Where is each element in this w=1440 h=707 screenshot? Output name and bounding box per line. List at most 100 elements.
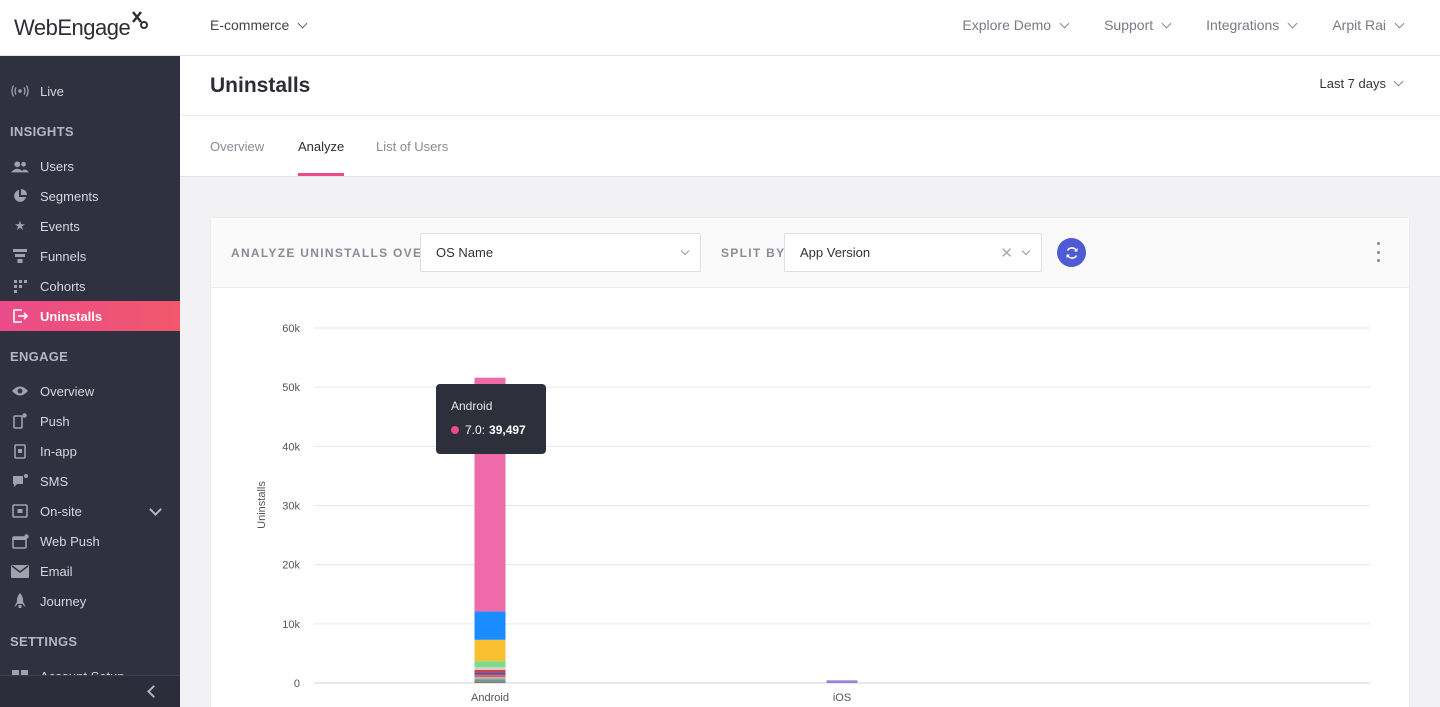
tab-overview[interactable]: Overview [210, 138, 265, 154]
sidebar-item-on-site[interactable]: On-site [0, 496, 180, 526]
collapse-sidebar-icon[interactable] [147, 685, 160, 698]
support-label: Support [1104, 17, 1154, 33]
star-icon: ★ [14, 218, 26, 233]
sidebar-item-push[interactable]: Push [0, 406, 180, 436]
integrations-menu[interactable]: Integrations [1206, 17, 1298, 33]
chevron-down-icon[interactable] [149, 503, 162, 516]
explore-demo-label: Explore Demo [962, 17, 1052, 33]
support-menu[interactable]: Support [1104, 17, 1172, 33]
sidebar-section-settings: SETTINGS [10, 634, 78, 649]
tab-analyze[interactable]: Analyze [298, 116, 345, 176]
funnel-icon [11, 248, 29, 264]
tooltip-row: 7.0:39,497 [451, 423, 531, 437]
users-icon [11, 158, 29, 174]
sidebar-item-events[interactable]: ★ Events [0, 211, 180, 241]
broadcast-icon [11, 83, 29, 99]
sidebar-footer [0, 675, 180, 707]
more-options-button[interactable] [1375, 242, 1381, 262]
sidebar-item-label: Journey [40, 593, 87, 609]
sidebar-section-engage: ENGAGE [10, 349, 69, 364]
tooltip-series: 7.0 [465, 423, 482, 437]
split-by-value: App Version [800, 245, 871, 260]
web-push-icon [11, 533, 29, 549]
sidebar-item-label: Cohorts [40, 278, 86, 294]
chevron-down-icon [1394, 18, 1405, 28]
refresh-button[interactable] [1057, 238, 1086, 267]
logo-text: WebEngage [14, 15, 131, 40]
mobile-push-icon [11, 413, 29, 429]
sms-icon [11, 473, 29, 489]
dot [1376, 259, 1380, 262]
analysis-controls: ANALYZE UNINSTALLS OVER OS Name SPLIT BY… [211, 218, 1409, 288]
split-by-select[interactable]: App Version ✕ [784, 233, 1042, 272]
sidebar-item-label: Web Push [40, 533, 100, 549]
analysis-card: ANALYZE UNINSTALLS OVER OS Name SPLIT BY… [210, 217, 1410, 707]
dot [1376, 242, 1380, 245]
rocket-icon [11, 593, 29, 609]
sidebar-item-label: Events [40, 218, 80, 234]
logo-mark-icon [132, 11, 148, 29]
analyze-over-label: ANALYZE UNINSTALLS OVER [231, 246, 433, 260]
sidebar-item-label: SMS [40, 473, 69, 489]
chevron-down-icon [297, 18, 308, 28]
refresh-icon [1066, 246, 1077, 259]
uninstall-icon [11, 308, 29, 324]
sidebar-item-uninstalls[interactable]: Uninstalls [0, 301, 180, 331]
explore-demo-menu[interactable]: Explore Demo [962, 17, 1070, 33]
tab-bar: Overview Analyze List of Users [180, 116, 1440, 177]
pie-chart-icon [11, 188, 29, 204]
sidebar-item-label: Users [40, 158, 74, 174]
sidebar-item-cohorts[interactable]: Cohorts [0, 271, 180, 301]
sidebar-item-label: Push [40, 413, 70, 429]
chevron-down-icon [1393, 76, 1404, 87]
chevron-down-icon [680, 246, 690, 256]
sidebar-item-funnels[interactable]: Funnels [0, 241, 180, 271]
chevron-down-icon [1059, 18, 1070, 28]
date-range-picker[interactable]: Last 7 days [1319, 76, 1404, 91]
sidebar-item-label: In-app [40, 443, 77, 459]
in-app-icon [11, 443, 29, 459]
tooltip-category: Android [451, 399, 493, 413]
clear-icon[interactable]: ✕ [1000, 245, 1013, 262]
grid-icon [11, 278, 29, 294]
sidebar-item-live[interactable]: Live [0, 76, 180, 106]
envelope-icon [11, 563, 29, 579]
sidebar-item-label: Email [40, 563, 73, 579]
project-name: E-commerce [210, 17, 290, 33]
sidebar-item-sms[interactable]: SMS [0, 466, 180, 496]
split-by-label: SPLIT BY [721, 246, 786, 260]
sidebar-item-label: Segments [40, 188, 99, 204]
date-range-label: Last 7 days [1319, 76, 1387, 91]
sidebar-item-email[interactable]: Email [0, 556, 180, 586]
eye-icon [11, 383, 29, 399]
sidebar-item-overview[interactable]: Overview [0, 376, 180, 406]
dot [1376, 250, 1380, 254]
sidebar-item-journey[interactable]: Journey [0, 586, 180, 616]
sidebar-item-label: Uninstalls [40, 308, 103, 324]
user-name: Arpit Rai [1332, 17, 1386, 33]
analyze-over-value: OS Name [436, 245, 494, 260]
chevron-down-icon [1287, 18, 1298, 28]
sidebar-item-users[interactable]: Users [0, 151, 180, 181]
sidebar-item-label: Funnels [40, 248, 87, 264]
page-title: Uninstalls [210, 74, 311, 97]
top-bar: WebEngage E-commerce Explore Demo Suppor… [0, 0, 1440, 56]
page-header: Uninstalls Last 7 days [180, 56, 1440, 116]
chevron-down-icon [1021, 246, 1031, 256]
on-site-icon [11, 503, 29, 519]
series-color-dot [451, 426, 459, 434]
sidebar-item-web-push[interactable]: Web Push [0, 526, 180, 556]
user-menu[interactable]: Arpit Rai [1332, 17, 1405, 33]
analyze-over-select[interactable]: OS Name [420, 233, 701, 272]
tab-list-of-users[interactable]: List of Users [376, 138, 449, 154]
webengage-logo[interactable]: WebEngage [14, 8, 148, 48]
chevron-down-icon [1161, 18, 1172, 28]
tooltip-value: 39,497 [489, 423, 526, 437]
sidebar-item-segments[interactable]: Segments [0, 181, 180, 211]
top-nav: Explore Demo Support Integrations Arpit … [962, 0, 1405, 50]
project-switcher[interactable]: E-commerce [210, 0, 308, 50]
sidebar-item-label: Live [40, 83, 64, 99]
sidebar-section-insights: INSIGHTS [10, 124, 74, 139]
chart-tooltip: Android 7.0:39,497 [436, 384, 546, 454]
sidebar-item-in-app[interactable]: In-app [0, 436, 180, 466]
